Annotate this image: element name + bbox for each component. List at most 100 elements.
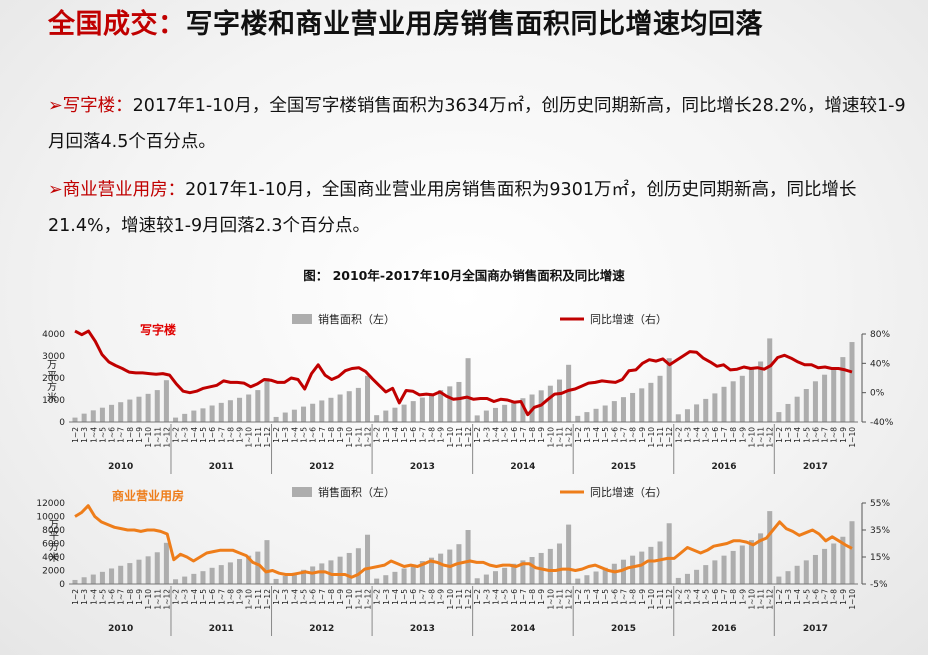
retail-x-tick-label: 1~8 (729, 589, 738, 605)
retail-bar (822, 548, 828, 584)
retail-x-tick-label: 1~11 (555, 589, 564, 610)
retail-bar (502, 567, 508, 584)
retail-x-tick-label: 1~12 (464, 589, 473, 610)
office-bar (831, 367, 837, 422)
retail-bar (109, 568, 115, 584)
retail-x-tick-label: 1~3 (583, 589, 592, 605)
retail-x-tick-label: 1~12 (263, 589, 272, 610)
office-left-tick-label: 4000 (42, 330, 65, 340)
retail-bar (611, 563, 617, 584)
retail-y-axis-label: 方 (49, 540, 59, 553)
retail-x-tick-label: 1~10 (446, 589, 455, 610)
retail-bar (264, 540, 270, 584)
office-x-tick-label: 1~12 (364, 427, 373, 448)
retail-year-label: 2014 (510, 624, 535, 634)
retail-bar (529, 557, 535, 584)
office-bar (474, 415, 480, 422)
office-bar (401, 404, 407, 422)
office-year-label: 2012 (309, 462, 334, 472)
office-x-tick-label: 1~6 (309, 427, 318, 443)
office-bar (218, 402, 224, 422)
office-bar (282, 412, 288, 422)
office-bar (703, 398, 709, 422)
office-y-axis-label: 万 (47, 360, 57, 371)
office-x-tick-label: 1~4 (793, 427, 802, 443)
retail-bar (410, 564, 416, 584)
retail-left-tick-label: 0 (59, 580, 65, 590)
retail-bar (182, 576, 188, 584)
retail-x-tick-label: 1~4 (290, 589, 299, 605)
retail-bar (273, 578, 279, 584)
office-bar (182, 413, 188, 422)
office-bar (255, 390, 261, 422)
retail-x-tick-label: 1~9 (437, 589, 446, 605)
office-x-tick-label: 1~7 (318, 427, 327, 443)
office-x-tick-label: 1~2 (674, 427, 683, 443)
office-x-tick-label: 1~7 (519, 427, 528, 443)
retail-year-label: 2017 (803, 624, 828, 634)
retail-x-tick-label: 1~9 (638, 589, 647, 605)
retail-bar (648, 546, 654, 584)
office-x-tick-label: 1~2 (574, 427, 583, 443)
retail-x-tick-label: 1~6 (510, 589, 519, 605)
office-x-tick-label: 1~4 (89, 427, 98, 443)
office-bar (730, 381, 736, 422)
office-x-tick-label: 1~10 (546, 427, 555, 448)
figure-title: 图： 2010年-2017年10月全国商办销售面积及同比增速 (303, 268, 625, 283)
office-x-tick-label: 1~4 (592, 427, 601, 443)
office-bar (785, 403, 791, 422)
office-bar (447, 386, 453, 422)
office-x-tick-label: 1~9 (437, 427, 446, 443)
office-y-axis-label: 方 (47, 380, 57, 393)
retail-bar (812, 554, 818, 584)
office-bar (849, 342, 855, 422)
retail-bar (630, 555, 636, 584)
office-year-label: 2014 (510, 462, 535, 472)
office-bar (291, 409, 297, 422)
retail-x-tick-label: 1~3 (683, 589, 692, 605)
office-bar (602, 405, 608, 422)
retail-left-tick-label: 8000 (42, 526, 65, 536)
retail-bar (319, 563, 325, 584)
retail-x-tick-label: 1~12 (565, 589, 574, 610)
retail-x-tick-label: 1~12 (766, 589, 775, 610)
retail-bar (657, 541, 663, 584)
office-x-tick-label: 1~2 (172, 427, 181, 443)
office-x-tick-label: 1~7 (821, 427, 830, 443)
retail-bar (282, 575, 288, 584)
retail-year-label: 2015 (611, 624, 636, 634)
retail-bar (694, 569, 700, 584)
office-x-tick-label: 1~5 (98, 427, 107, 443)
retail-bar (428, 557, 435, 584)
retail-x-tick-label: 1~2 (674, 589, 683, 605)
office-bar (547, 385, 553, 422)
retail-right-tick-label: 15% (870, 553, 890, 563)
retail-x-tick-label: 1~5 (802, 589, 811, 605)
retail-label: 商业营业用房： (62, 180, 186, 200)
retail-left-tick-label: 2000 (42, 567, 65, 577)
retail-bar (492, 571, 499, 584)
office-bar (758, 361, 764, 422)
office-right-tick-label: 80% (870, 330, 890, 340)
retail-bar (237, 559, 243, 584)
office-bar (438, 390, 444, 422)
bullet-arrow-icon: ➢ (48, 96, 63, 116)
retail-x-tick-label: 1~8 (528, 589, 537, 605)
office-x-tick-label: 1~8 (126, 427, 135, 443)
office-x-tick-label: 1~8 (729, 427, 738, 443)
office-x-tick-label: 1~9 (135, 427, 144, 443)
retail-y-axis-label: 万 (49, 520, 59, 531)
retail-x-tick-label: 1~4 (190, 589, 199, 605)
retail-x-tick-label: 1~6 (208, 589, 217, 605)
retail-bar (803, 560, 809, 584)
office-bar (173, 417, 179, 422)
retail-x-tick-label: 1~9 (336, 589, 345, 605)
office-bar (264, 378, 270, 422)
retail-bar (483, 574, 489, 584)
retail-x-tick-label: 1~10 (647, 589, 656, 610)
retail-x-tick-label: 1~7 (519, 589, 528, 605)
office-legend-bar-label: 销售面积（左） (318, 312, 395, 326)
office-bar (675, 414, 681, 422)
retail-bar (438, 553, 444, 584)
